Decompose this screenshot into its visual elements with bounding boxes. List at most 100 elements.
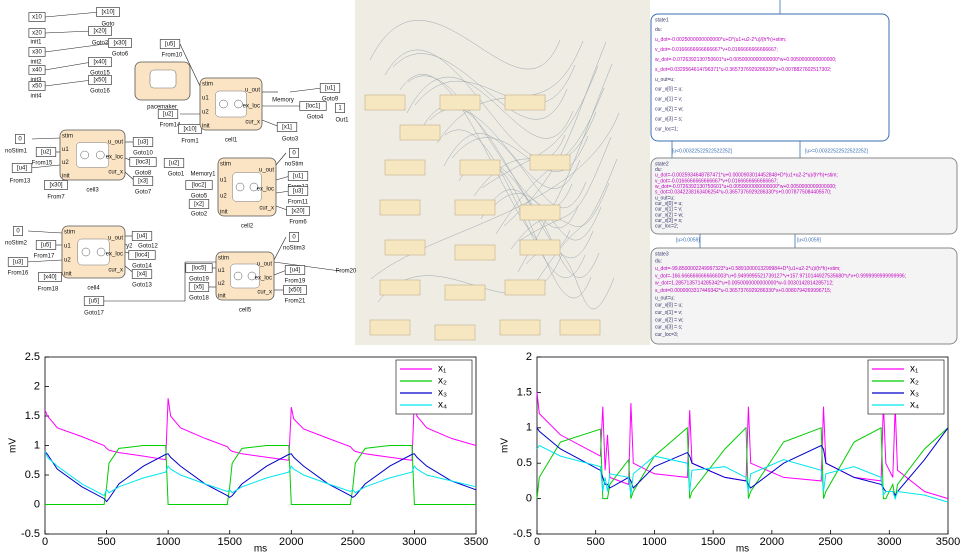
block-label: [u4]	[290, 268, 300, 274]
block-label: [u2]	[41, 150, 51, 156]
block-label: [u2]	[163, 112, 173, 118]
cell-inner	[76, 143, 109, 168]
block-label: [x20]	[93, 29, 106, 35]
state-box	[651, 158, 957, 234]
block-label: From10	[162, 53, 183, 59]
block-label: noStim	[285, 162, 304, 168]
x-tick-label: 0	[42, 536, 48, 548]
block-label: Goto16	[90, 89, 110, 95]
port-label: stim	[62, 134, 73, 140]
state-box	[651, 14, 889, 141]
block-label: Goto8	[135, 171, 152, 177]
legend-label: x₁	[438, 364, 447, 375]
port-label: u2	[202, 110, 209, 116]
mesh-block	[520, 205, 560, 220]
state-text: state1	[655, 17, 669, 23]
x-tick-label: 3000	[877, 536, 901, 548]
block-label: [u2]	[169, 161, 179, 167]
wire	[274, 262, 340, 271]
wire	[32, 138, 60, 139]
legend-label: x₃	[910, 388, 919, 399]
y-tick-label: -0.5	[21, 528, 40, 540]
cell-name: cell5	[239, 308, 252, 314]
y-axis-label: mV	[8, 438, 19, 453]
block-label: noStim1	[5, 149, 28, 155]
legend-label: x₃	[438, 388, 447, 399]
block-label: [u4]	[137, 234, 147, 240]
state-text: cur_x[0] = u;	[655, 87, 683, 93]
block-label: Goto5	[191, 194, 208, 200]
block-label: From1	[181, 139, 199, 145]
port-label: cur_x	[259, 206, 274, 212]
x-tick-label: 1000	[156, 536, 180, 548]
x-tick-label: 3500	[464, 536, 488, 548]
y-tick-label: 2.5	[25, 351, 40, 363]
state-text: cur_x[1] = v;	[655, 310, 682, 316]
state-text: s_dot=0.0000003317449342*u-0.36573769292…	[655, 288, 831, 294]
state-text: cur_x[2] = w;	[655, 107, 683, 113]
block-label: x20	[32, 31, 42, 37]
wire	[45, 62, 92, 70]
port-label: u1	[220, 178, 227, 184]
block-label: [x3]	[138, 179, 148, 185]
cell-name: cell4	[87, 286, 100, 292]
wire	[276, 176, 290, 180]
legend-label: x₂	[910, 376, 919, 387]
x-tick-label: 3500	[936, 536, 960, 548]
block-label: [u1]	[293, 174, 303, 180]
state-box	[651, 248, 957, 344]
wire	[28, 231, 62, 233]
block-label: [u5]	[89, 299, 99, 305]
port-label: u_out	[108, 140, 123, 146]
x-tick-label: 500	[97, 536, 115, 548]
block-label: From21	[285, 299, 306, 305]
x-tick-label: 1000	[642, 536, 666, 548]
port-label: u_out	[245, 88, 260, 94]
block-label: [x40]	[93, 60, 106, 66]
mesh-block	[505, 280, 545, 295]
x-tick-label: 2000	[279, 536, 303, 548]
x-tick-label: 2500	[818, 536, 842, 548]
port-label: u1	[202, 96, 209, 102]
block-label: Goto10	[133, 151, 153, 157]
block-label: [u5]	[41, 243, 51, 249]
transition-label: [u<0.00322522522522252]	[672, 148, 733, 154]
wire	[45, 31, 92, 33]
block-label: [x4]	[137, 272, 147, 278]
y-axis-label: mV	[500, 438, 511, 453]
legend-box	[396, 360, 472, 414]
state-text: cur_x[1] = v;	[655, 97, 682, 103]
x-tick-label: 0	[534, 536, 540, 548]
mesh-block	[560, 320, 600, 335]
state-text: u_out=u;	[655, 77, 675, 83]
block-label: From19	[285, 279, 306, 285]
port-label: ex_loc	[255, 276, 272, 282]
block-label: [x10]	[183, 127, 196, 133]
block-label: Goto7	[135, 190, 152, 196]
block-label: [x30]	[113, 41, 126, 47]
state-text: u_dot=-99.8500002249997323*u+0.589100001…	[655, 266, 841, 272]
port-label: cur_x	[108, 170, 123, 176]
wire	[290, 88, 322, 92]
mesh-block	[455, 245, 495, 260]
block-label: x30	[32, 50, 42, 56]
y-tick-label: 1.5	[25, 410, 40, 422]
port-label: init	[64, 272, 72, 278]
legend-label: x₄	[438, 400, 447, 411]
y-tick-label: -0.5	[513, 528, 532, 540]
state-text: cur_x[3] = s;	[655, 325, 682, 331]
block-label: From17	[34, 254, 55, 260]
state-text: u_out=u;	[655, 295, 675, 301]
mesh-block	[380, 200, 420, 215]
y-tick-label: 2	[526, 351, 532, 363]
state-text: w_dot=1.2857135714285342*u+0.00500000000…	[655, 281, 834, 287]
wire	[26, 260, 62, 262]
block-label: [u1]	[325, 86, 335, 92]
block-label: [u3]	[293, 189, 303, 195]
block-label: From15	[32, 161, 53, 167]
block-label: From7	[47, 195, 65, 201]
block-label: [x5]	[194, 285, 204, 291]
x-tick-label: 2500	[341, 536, 365, 548]
state-text: cur_loc=1;	[655, 126, 678, 132]
block-label: Goto12	[138, 244, 158, 250]
